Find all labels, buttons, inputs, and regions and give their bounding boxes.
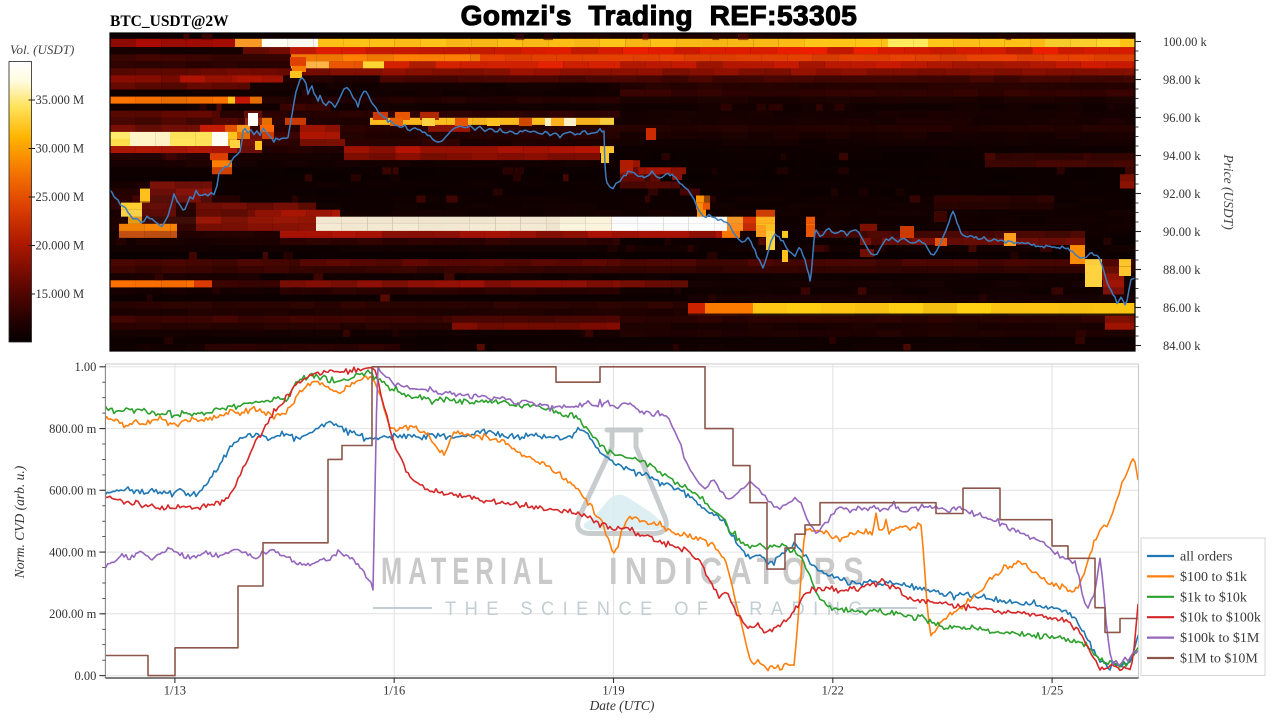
svg-text:0.00: 0.00 [75,669,97,683]
svg-text:96.00 k: 96.00 k [1163,111,1201,125]
svg-text:100.00 k: 100.00 k [1163,35,1208,49]
svg-text:800.00 m: 800.00 m [49,422,97,436]
svg-text:98.00 k: 98.00 k [1163,73,1201,87]
svg-text:84.00 k: 84.00 k [1163,339,1201,353]
svg-text:1/13: 1/13 [164,684,186,698]
svg-text:$10k to $100k: $10k to $100k [1180,611,1261,626]
svg-text:1/19: 1/19 [602,684,624,698]
svg-text:Date (UTC): Date (UTC) [589,698,655,713]
svg-text:Price (USDT): Price (USDT) [1221,153,1236,230]
svg-text:90.00 k: 90.00 k [1163,225,1201,239]
svg-text:$100k to $1M: $100k to $1M [1180,631,1260,646]
svg-text:THE SCIENCE OF TRADING: THE SCIENCE OF TRADING [445,598,871,620]
svg-text:92.00 k: 92.00 k [1163,187,1201,201]
svg-text:86.00 k: 86.00 k [1163,301,1201,315]
svg-text:200.00 m: 200.00 m [49,607,97,621]
svg-text:400.00 m: 400.00 m [49,545,97,559]
svg-text:94.00 k: 94.00 k [1163,149,1201,163]
svg-text:Gomzi's Trading REF:53305: Gomzi's Trading REF:53305 [461,0,858,31]
svg-text:35.000 M: 35.000 M [36,93,85,107]
svg-text:88.00 k: 88.00 k [1163,263,1201,277]
svg-text:Norm. CVD (arb. u.): Norm. CVD (arb. u.) [12,465,27,579]
svg-text:1/16: 1/16 [383,684,405,698]
svg-text:15.000 M: 15.000 M [36,287,85,301]
svg-text:25.000 M: 25.000 M [36,190,85,204]
svg-text:1/22: 1/22 [822,684,844,698]
svg-text:MATERIAL: MATERIAL [381,551,559,593]
svg-text:Vol. (USDT): Vol. (USDT) [10,42,74,57]
svg-text:all orders: all orders [1180,550,1232,565]
svg-text:30.000 M: 30.000 M [36,142,85,156]
svg-text:BTC_USDT@2W: BTC_USDT@2W [110,13,229,30]
svg-text:600.00 m: 600.00 m [49,484,97,498]
svg-text:20.000 M: 20.000 M [36,239,85,253]
svg-text:$1k to $10k: $1k to $10k [1180,590,1247,605]
svg-text:INDICATORS: INDICATORS [609,551,871,593]
svg-text:$100 to $1k: $100 to $1k [1180,570,1247,585]
svg-text:$1M to $10M: $1M to $10M [1180,652,1258,667]
svg-text:1/25: 1/25 [1041,684,1063,698]
svg-text:1.00: 1.00 [75,360,97,374]
